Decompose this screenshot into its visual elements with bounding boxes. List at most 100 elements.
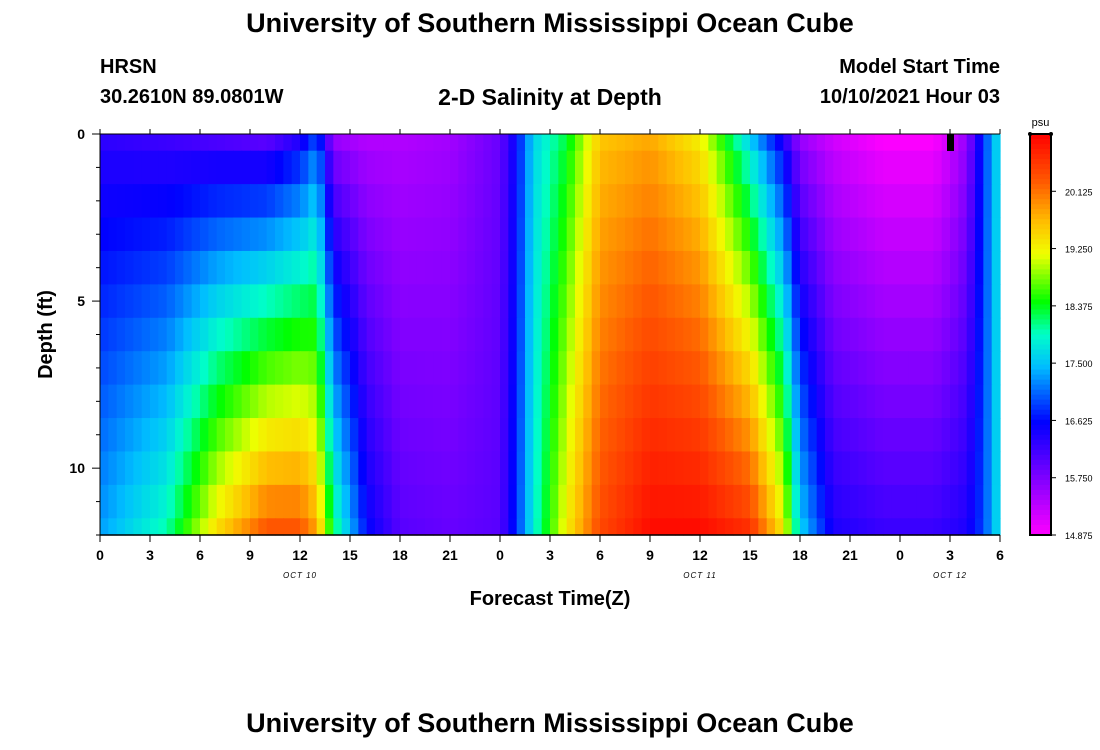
heatmap-cell bbox=[691, 351, 701, 386]
heatmap-cell bbox=[391, 418, 401, 453]
colorbar-segment bbox=[1030, 499, 1051, 506]
heatmap-cell bbox=[875, 484, 884, 519]
heatmap-cell bbox=[733, 284, 743, 319]
heatmap-cell bbox=[133, 418, 143, 453]
heatmap-cell bbox=[716, 134, 726, 152]
heatmap-cell bbox=[466, 384, 476, 419]
colorbar-segment bbox=[1030, 334, 1051, 341]
heatmap-cell bbox=[666, 418, 676, 453]
heatmap-cell bbox=[991, 184, 1001, 219]
heatmap-cell bbox=[841, 217, 851, 252]
heatmap-cell bbox=[358, 284, 368, 319]
heatmap-cell bbox=[858, 284, 868, 319]
heatmap-cell bbox=[866, 518, 876, 536]
heatmap-cell bbox=[583, 150, 593, 185]
heatmap-cell bbox=[783, 317, 793, 352]
heatmap-cell bbox=[400, 184, 409, 219]
heatmap-cell bbox=[400, 418, 409, 453]
heatmap-cell bbox=[425, 418, 434, 453]
heatmap-cell bbox=[325, 351, 334, 386]
heatmap-cell bbox=[883, 384, 893, 419]
heatmap-cell bbox=[141, 484, 151, 519]
heatmap-cell bbox=[483, 484, 493, 519]
heatmap-cell bbox=[425, 250, 434, 285]
heatmap-cell bbox=[591, 217, 601, 252]
heatmap-cell bbox=[950, 418, 959, 453]
heatmap-cell bbox=[491, 134, 501, 152]
heatmap-cell bbox=[800, 351, 809, 386]
heatmap-cell bbox=[683, 284, 693, 319]
heatmap-cell bbox=[691, 134, 701, 152]
heatmap-cell bbox=[633, 518, 643, 536]
heatmap-cell bbox=[666, 518, 676, 536]
heatmap-cell bbox=[750, 518, 759, 536]
heatmap-cell bbox=[950, 484, 959, 519]
colorbar-segment bbox=[1030, 144, 1051, 150]
heatmap-cell bbox=[191, 250, 201, 285]
heatmap-cell bbox=[525, 217, 534, 252]
colorbar-segment bbox=[1030, 204, 1051, 210]
heatmap-cell bbox=[466, 217, 476, 252]
heatmap-cell bbox=[150, 384, 159, 419]
heatmap-cell bbox=[908, 351, 918, 386]
heatmap-cell bbox=[441, 134, 451, 152]
heatmap-cell bbox=[833, 134, 843, 152]
heatmap-cell bbox=[641, 384, 651, 419]
heatmap-cell bbox=[775, 518, 784, 536]
heatmap-cell bbox=[925, 184, 934, 219]
heatmap-cell bbox=[850, 317, 859, 352]
heatmap-cell bbox=[433, 134, 443, 152]
heatmap-cell bbox=[550, 418, 559, 453]
heatmap-cell bbox=[525, 384, 534, 419]
heatmap-cell bbox=[133, 317, 143, 352]
heatmap-cell bbox=[125, 150, 134, 185]
heatmap-cell bbox=[216, 284, 226, 319]
heatmap-cell bbox=[266, 418, 276, 453]
heatmap-cell bbox=[658, 184, 668, 219]
heatmap-cell bbox=[508, 284, 518, 319]
heatmap-cell bbox=[475, 184, 484, 219]
heatmap-cell bbox=[833, 150, 843, 185]
heatmap-cell bbox=[683, 184, 693, 219]
heatmap-cell bbox=[866, 384, 876, 419]
heatmap-cell bbox=[600, 518, 609, 536]
heatmap-cell bbox=[358, 250, 368, 285]
heatmap-cell bbox=[816, 418, 826, 453]
heatmap-cell bbox=[708, 134, 718, 152]
x-tick-label: 18 bbox=[792, 547, 808, 563]
heatmap-cell bbox=[333, 484, 343, 519]
colorbar-segment bbox=[1030, 319, 1051, 326]
heatmap-cell bbox=[608, 134, 618, 152]
heatmap-cell bbox=[766, 134, 776, 152]
heatmap-cell bbox=[641, 317, 651, 352]
heatmap-cell bbox=[866, 184, 876, 219]
heatmap-cell bbox=[633, 351, 643, 386]
heatmap-cell bbox=[791, 134, 801, 152]
heatmap-cell bbox=[250, 518, 259, 536]
heatmap-cell bbox=[483, 134, 493, 152]
colorbar-segment bbox=[1030, 354, 1051, 361]
heatmap-cell bbox=[166, 451, 176, 486]
y-axis-label: Depth (ft) bbox=[35, 290, 57, 379]
model-start-label: Model Start Time bbox=[839, 56, 1000, 78]
footer-title: University of Southern Mississippi Ocean… bbox=[246, 708, 854, 738]
heatmap-cell bbox=[133, 451, 143, 486]
heatmap-cell bbox=[725, 518, 734, 536]
heatmap-cell bbox=[716, 518, 726, 536]
heatmap-cell bbox=[658, 484, 668, 519]
heatmap-cell bbox=[200, 250, 209, 285]
heatmap-cell bbox=[941, 150, 951, 185]
heatmap-cell bbox=[750, 284, 759, 319]
heatmap-cell bbox=[108, 217, 118, 252]
heatmap-cell bbox=[891, 150, 901, 185]
heatmap-cell bbox=[216, 217, 226, 252]
heatmap-cell bbox=[775, 284, 784, 319]
heatmap-cell bbox=[150, 317, 159, 352]
heatmap-cell bbox=[716, 317, 726, 352]
colorbar-segment bbox=[1030, 479, 1051, 486]
heatmap-cell bbox=[750, 217, 759, 252]
heatmap-cell bbox=[116, 518, 126, 536]
heatmap-cell bbox=[625, 351, 634, 386]
heatmap-cell bbox=[516, 484, 526, 519]
x-tick-label: 21 bbox=[442, 547, 458, 563]
